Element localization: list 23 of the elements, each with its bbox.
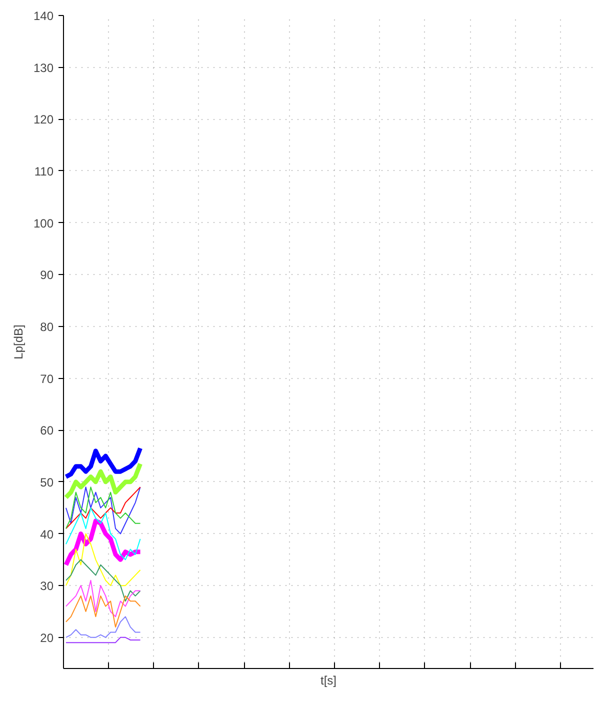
y-tick-label: 100 xyxy=(33,216,54,230)
y-tick-label: 40 xyxy=(40,527,54,542)
line-series xyxy=(65,616,141,638)
y-tick-label: 90 xyxy=(40,268,54,282)
line-series xyxy=(64,446,143,479)
y-tick-label: 110 xyxy=(34,164,54,178)
y-tick-label: 80 xyxy=(40,320,54,334)
line-series xyxy=(64,462,143,500)
y-tick-label: 70 xyxy=(40,372,54,386)
y-tick-label: 30 xyxy=(40,579,54,594)
x-axis-title: t[s] xyxy=(320,674,337,688)
y-tick-label: 140 xyxy=(33,9,54,23)
y-axis-title: Lp[dB] xyxy=(11,324,26,360)
line-series xyxy=(65,533,141,586)
line-series xyxy=(65,559,141,602)
y-tick-label: 20 xyxy=(40,630,54,645)
y-tick-label: 60 xyxy=(40,424,54,438)
line-series xyxy=(65,580,141,618)
y-tick-label: 50 xyxy=(40,475,54,490)
line-series xyxy=(65,507,141,560)
y-tick-label: 120 xyxy=(33,112,54,127)
line-series xyxy=(65,595,141,628)
y-tick-label: 130 xyxy=(33,60,54,75)
